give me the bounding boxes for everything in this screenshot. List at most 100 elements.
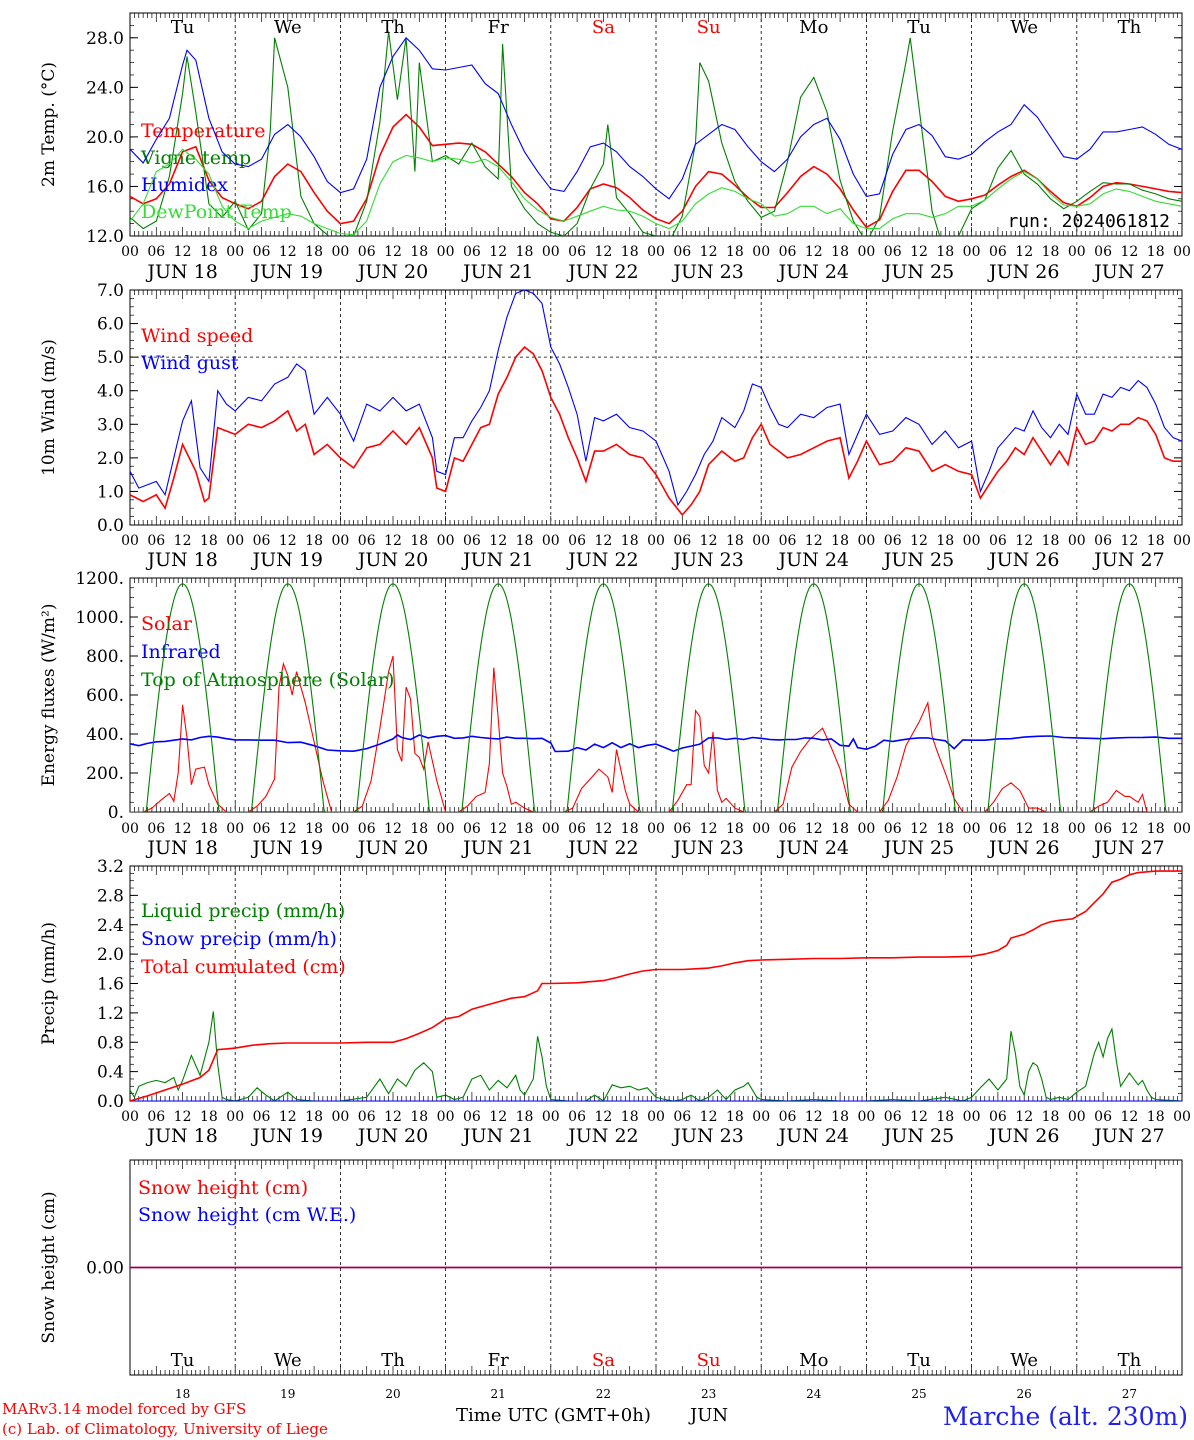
temp-hour-tick-label: 12 xyxy=(1120,244,1138,260)
temp-hour-tick-label: 00 xyxy=(857,244,875,260)
energy-hour-tick-label: 00 xyxy=(1173,821,1191,837)
precip-legend-entry: Total cumulated (cm) xyxy=(141,956,346,978)
temp-hour-tick-label: 18 xyxy=(516,244,534,260)
temp-series-dewpoint-temp xyxy=(130,148,1182,236)
precip-date-label: JUN 26 xyxy=(987,1125,1059,1147)
temp-hour-tick-label: 06 xyxy=(884,244,902,260)
precip-hour-tick-label: 18 xyxy=(726,1109,744,1125)
temp-date-label: JUN 24 xyxy=(777,261,849,283)
precip-hour-tick-label: 00 xyxy=(752,1109,770,1125)
temp-date-label: JUN 25 xyxy=(882,261,954,283)
temp-legend-entry: DewPoint Temp xyxy=(141,201,292,223)
energy-date-label: JUN 19 xyxy=(251,837,323,859)
temp-date-label: JUN 27 xyxy=(1092,261,1164,283)
temp-date-label: JUN 22 xyxy=(566,261,638,283)
temp-day-name: Tu xyxy=(907,17,931,38)
wind-y-tick-label: 1.0 xyxy=(97,482,124,502)
precip-hour-tick-label: 00 xyxy=(226,1109,244,1125)
energy-hour-tick-label: 00 xyxy=(963,821,981,837)
precip-series-liquid-precip-mm-h- xyxy=(130,1011,1182,1101)
precip-hour-tick-label: 12 xyxy=(489,1109,507,1125)
precip-y-tick-label: 0.4 xyxy=(97,1063,124,1083)
precip-hour-tick-label: 18 xyxy=(200,1109,218,1125)
temp-legend-entry: Humidex xyxy=(141,174,228,196)
wind-legend-entry: Wind gust xyxy=(141,352,239,374)
wind-date-label: JUN 25 xyxy=(882,549,954,571)
precip-hour-tick-label: 06 xyxy=(1094,1109,1112,1125)
temp-hour-tick-label: 06 xyxy=(1094,244,1112,260)
temp-hour-tick-label: 00 xyxy=(437,244,455,260)
precip-hour-tick-label: 18 xyxy=(516,1109,534,1125)
precip-hour-tick-label: 00 xyxy=(437,1109,455,1125)
wind-date-label: JUN 27 xyxy=(1092,549,1164,571)
wind-hour-tick-label: 12 xyxy=(700,533,718,549)
wind-hour-tick-label: 12 xyxy=(594,533,612,549)
precip-hour-tick-label: 00 xyxy=(647,1109,665,1125)
precip-hour-tick-label: 12 xyxy=(594,1109,612,1125)
snow-day-number: 23 xyxy=(701,1387,716,1401)
energy-series-infrared xyxy=(130,734,1182,753)
precip-hour-tick-label: 06 xyxy=(253,1109,271,1125)
energy-date-label: JUN 23 xyxy=(671,837,743,859)
precip-hour-tick-label: 06 xyxy=(358,1109,376,1125)
energy-hour-tick-label: 06 xyxy=(463,821,481,837)
precip-hour-tick-label: 18 xyxy=(305,1109,323,1125)
energy-legend-entry: Solar xyxy=(141,613,193,635)
snow-day-name: Sa xyxy=(592,1350,615,1371)
energy-hour-tick-label: 12 xyxy=(279,821,297,837)
wind-hour-tick-label: 06 xyxy=(1094,533,1112,549)
temp-hour-tick-label: 18 xyxy=(1147,244,1165,260)
snow-day-name: Su xyxy=(697,1350,721,1371)
temp-day-name: Tu xyxy=(171,17,195,38)
energy-series-solar xyxy=(130,655,1182,812)
precip-y-tick-label: 0.0 xyxy=(97,1092,124,1112)
energy-hour-tick-label: 12 xyxy=(384,821,402,837)
precip-hour-tick-label: 06 xyxy=(989,1109,1007,1125)
temp-hour-tick-label: 06 xyxy=(147,244,165,260)
temp-hour-tick-label: 00 xyxy=(963,244,981,260)
energy-hour-tick-label: 18 xyxy=(831,821,849,837)
energy-hour-tick-label: 06 xyxy=(989,821,1007,837)
energy-hour-tick-label: 00 xyxy=(857,821,875,837)
temp-day-name: Su xyxy=(697,17,721,38)
energy-hour-tick-label: 06 xyxy=(673,821,691,837)
energy-hour-tick-label: 00 xyxy=(1068,821,1086,837)
snow-day-name: Fr xyxy=(488,1350,509,1371)
wind-hour-tick-label: 00 xyxy=(542,533,560,549)
temp-hour-tick-label: 12 xyxy=(910,244,928,260)
wind-hour-tick-label: 00 xyxy=(121,533,139,549)
wind-hour-tick-label: 00 xyxy=(857,533,875,549)
temp-hour-tick-label: 12 xyxy=(805,244,823,260)
temp-hour-tick-label: 18 xyxy=(621,244,639,260)
wind-hour-tick-label: 06 xyxy=(779,533,797,549)
precip-hour-tick-label: 18 xyxy=(831,1109,849,1125)
energy-y-tick-label: 0. xyxy=(108,803,124,823)
energy-hour-tick-label: 12 xyxy=(174,821,192,837)
precip-y-axis-label: Precip (mm/h) xyxy=(39,922,59,1045)
snow-y-axis-label: Snow height (cm) xyxy=(39,1191,59,1343)
temp-date-label: JUN 20 xyxy=(356,261,428,283)
wind-hour-tick-label: 18 xyxy=(410,533,428,549)
wind-date-label: JUN 26 xyxy=(987,549,1059,571)
precip-date-label: JUN 27 xyxy=(1092,1125,1164,1147)
wind-series-wind-speed xyxy=(130,346,1182,517)
temp-hour-tick-label: 12 xyxy=(700,244,718,260)
precip-date-label: JUN 24 xyxy=(777,1125,849,1147)
precip-legend-entry: Liquid precip (mm/h) xyxy=(141,900,345,922)
precip-y-tick-label: 0.8 xyxy=(97,1033,124,1053)
temp-hour-tick-label: 00 xyxy=(1173,244,1191,260)
temp-hour-tick-label: 00 xyxy=(1068,244,1086,260)
temp-hour-tick-label: 12 xyxy=(384,244,402,260)
temp-legend-entry: Temperature xyxy=(141,120,265,142)
energy-hour-tick-label: 06 xyxy=(147,821,165,837)
precip-date-label: JUN 22 xyxy=(566,1125,638,1147)
wind-hour-tick-label: 06 xyxy=(568,533,586,549)
snow-legend-entry: Snow height (cm) xyxy=(138,1177,308,1199)
temp-y-axis-label: 2m Temp. (°C) xyxy=(39,62,59,187)
energy-hour-tick-label: 00 xyxy=(647,821,665,837)
energy-legend-entry: Infrared xyxy=(141,641,221,663)
precip-hour-tick-label: 00 xyxy=(1068,1109,1086,1125)
wind-hour-tick-label: 06 xyxy=(253,533,271,549)
wind-hour-tick-label: 18 xyxy=(305,533,323,549)
temp-date-label: JUN 23 xyxy=(671,261,743,283)
